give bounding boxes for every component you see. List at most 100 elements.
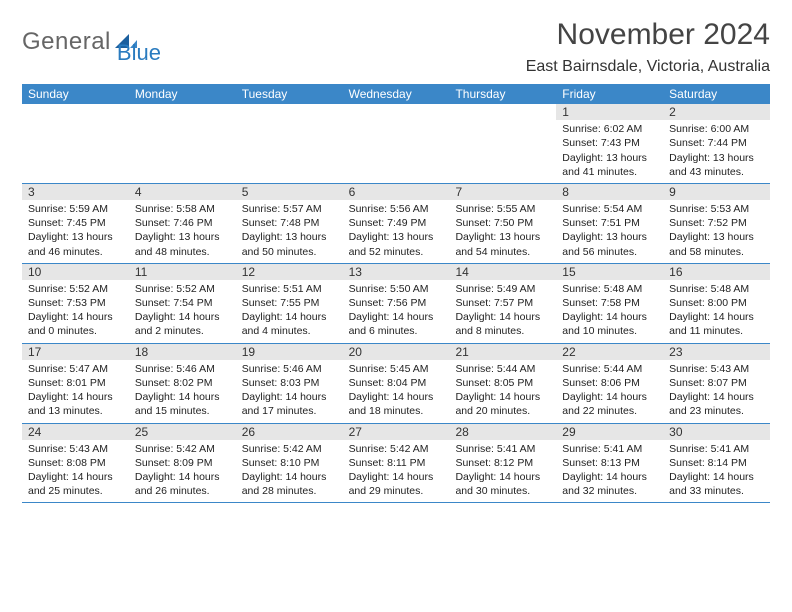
daylight-text: Daylight: 13 hours	[562, 151, 657, 165]
header: General Blue November 2024 East Bairnsda…	[22, 18, 770, 80]
sunrise-text: Sunrise: 5:56 AM	[349, 202, 444, 216]
day-number: 24	[22, 424, 129, 440]
sunrise-text: Sunrise: 5:47 AM	[28, 362, 123, 376]
sunset-text: Sunset: 8:05 PM	[455, 376, 550, 390]
sunrise-text: Sunrise: 5:46 AM	[135, 362, 230, 376]
calendar-cell: 28Sunrise: 5:41 AMSunset: 8:12 PMDayligh…	[449, 424, 556, 503]
calendar-cell: 23Sunrise: 5:43 AMSunset: 8:07 PMDayligh…	[663, 344, 770, 423]
daylight-text: and 25 minutes.	[28, 484, 123, 498]
day-number: 4	[129, 184, 236, 200]
daylight-text: Daylight: 14 hours	[562, 470, 657, 484]
daylight-text: Daylight: 13 hours	[669, 151, 764, 165]
daylight-text: and 10 minutes.	[562, 324, 657, 338]
daylight-text: and 48 minutes.	[135, 245, 230, 259]
calendar-cell: 21Sunrise: 5:44 AMSunset: 8:05 PMDayligh…	[449, 344, 556, 423]
day-number: 29	[556, 424, 663, 440]
sunrise-text: Sunrise: 5:55 AM	[455, 202, 550, 216]
day-header-row: SundayMondayTuesdayWednesdayThursdayFrid…	[22, 84, 770, 104]
day-number: 18	[129, 344, 236, 360]
daylight-text: and 54 minutes.	[455, 245, 550, 259]
sunrise-text: Sunrise: 5:59 AM	[28, 202, 123, 216]
daylight-text: Daylight: 14 hours	[135, 470, 230, 484]
daylight-text: Daylight: 14 hours	[242, 470, 337, 484]
day-number: 2	[663, 104, 770, 120]
sunset-text: Sunset: 8:00 PM	[669, 296, 764, 310]
calendar-week: 3Sunrise: 5:59 AMSunset: 7:45 PMDaylight…	[22, 184, 770, 264]
calendar-cell: 19Sunrise: 5:46 AMSunset: 8:03 PMDayligh…	[236, 344, 343, 423]
daylight-text: Daylight: 14 hours	[669, 310, 764, 324]
day-header-cell: Monday	[129, 84, 236, 104]
calendar-cell: .	[343, 104, 450, 183]
daylight-text: Daylight: 14 hours	[455, 470, 550, 484]
sunrise-text: Sunrise: 5:42 AM	[242, 442, 337, 456]
sunrise-text: Sunrise: 5:43 AM	[28, 442, 123, 456]
sunrise-text: Sunrise: 5:50 AM	[349, 282, 444, 296]
daylight-text: Daylight: 14 hours	[28, 390, 123, 404]
day-number: 17	[22, 344, 129, 360]
daylight-text: Daylight: 13 hours	[669, 230, 764, 244]
sunset-text: Sunset: 7:51 PM	[562, 216, 657, 230]
sunset-text: Sunset: 7:46 PM	[135, 216, 230, 230]
day-number: 12	[236, 264, 343, 280]
daylight-text: and 15 minutes.	[135, 404, 230, 418]
calendar-cell: 16Sunrise: 5:48 AMSunset: 8:00 PMDayligh…	[663, 264, 770, 343]
daylight-text: Daylight: 13 hours	[562, 230, 657, 244]
day-number: 5	[236, 184, 343, 200]
calendar-cell: 26Sunrise: 5:42 AMSunset: 8:10 PMDayligh…	[236, 424, 343, 503]
daylight-text: Daylight: 14 hours	[455, 310, 550, 324]
daylight-text: and 33 minutes.	[669, 484, 764, 498]
daylight-text: and 50 minutes.	[242, 245, 337, 259]
calendar-cell: 27Sunrise: 5:42 AMSunset: 8:11 PMDayligh…	[343, 424, 450, 503]
page-title: November 2024	[526, 18, 770, 52]
day-number: 30	[663, 424, 770, 440]
day-header-cell: Sunday	[22, 84, 129, 104]
daylight-text: and 17 minutes.	[242, 404, 337, 418]
daylight-text: and 20 minutes.	[455, 404, 550, 418]
calendar-cell: 18Sunrise: 5:46 AMSunset: 8:02 PMDayligh…	[129, 344, 236, 423]
brand-logo: General Blue	[22, 18, 161, 66]
day-number: 8	[556, 184, 663, 200]
daylight-text: Daylight: 14 hours	[28, 470, 123, 484]
sunrise-text: Sunrise: 6:00 AM	[669, 122, 764, 136]
sunset-text: Sunset: 8:08 PM	[28, 456, 123, 470]
calendar-cell: 8Sunrise: 5:54 AMSunset: 7:51 PMDaylight…	[556, 184, 663, 263]
daylight-text: and 30 minutes.	[455, 484, 550, 498]
daylight-text: Daylight: 14 hours	[349, 470, 444, 484]
sunset-text: Sunset: 8:06 PM	[562, 376, 657, 390]
daylight-text: and 11 minutes.	[669, 324, 764, 338]
calendar-cell: 11Sunrise: 5:52 AMSunset: 7:54 PMDayligh…	[129, 264, 236, 343]
daylight-text: and 32 minutes.	[562, 484, 657, 498]
calendar-cell: 7Sunrise: 5:55 AMSunset: 7:50 PMDaylight…	[449, 184, 556, 263]
daylight-text: and 58 minutes.	[669, 245, 764, 259]
calendar-cell: 17Sunrise: 5:47 AMSunset: 8:01 PMDayligh…	[22, 344, 129, 423]
day-number: 28	[449, 424, 556, 440]
sunrise-text: Sunrise: 6:02 AM	[562, 122, 657, 136]
daylight-text: Daylight: 13 hours	[242, 230, 337, 244]
calendar-week: .....1Sunrise: 6:02 AMSunset: 7:43 PMDay…	[22, 104, 770, 184]
calendar-cell: 22Sunrise: 5:44 AMSunset: 8:06 PMDayligh…	[556, 344, 663, 423]
daylight-text: Daylight: 13 hours	[135, 230, 230, 244]
daylight-text: Daylight: 14 hours	[242, 390, 337, 404]
calendar-cell: .	[129, 104, 236, 183]
daylight-text: Daylight: 13 hours	[28, 230, 123, 244]
sunset-text: Sunset: 8:09 PM	[135, 456, 230, 470]
calendar-cell: .	[236, 104, 343, 183]
daylight-text: Daylight: 14 hours	[349, 390, 444, 404]
day-number: 11	[129, 264, 236, 280]
calendar-cell: 4Sunrise: 5:58 AMSunset: 7:46 PMDaylight…	[129, 184, 236, 263]
daylight-text: and 28 minutes.	[242, 484, 337, 498]
calendar-cell: 9Sunrise: 5:53 AMSunset: 7:52 PMDaylight…	[663, 184, 770, 263]
calendar-cell: 24 Sunrise: 5:43 AMSunset: 8:08 PMDayligh…	[22, 424, 129, 503]
daylight-text: and 52 minutes.	[349, 245, 444, 259]
daylight-text: and 6 minutes.	[349, 324, 444, 338]
daylight-text: Daylight: 14 hours	[455, 390, 550, 404]
day-header-cell: Wednesday	[343, 84, 450, 104]
daylight-text: Daylight: 14 hours	[349, 310, 444, 324]
daylight-text: Daylight: 13 hours	[349, 230, 444, 244]
sunrise-text: Sunrise: 5:42 AM	[349, 442, 444, 456]
sunrise-text: Sunrise: 5:45 AM	[349, 362, 444, 376]
sunset-text: Sunset: 7:58 PM	[562, 296, 657, 310]
daylight-text: and 2 minutes.	[135, 324, 230, 338]
calendar-cell: .	[449, 104, 556, 183]
calendar-cell: 10Sunrise: 5:52 AMSunset: 7:53 PMDayligh…	[22, 264, 129, 343]
